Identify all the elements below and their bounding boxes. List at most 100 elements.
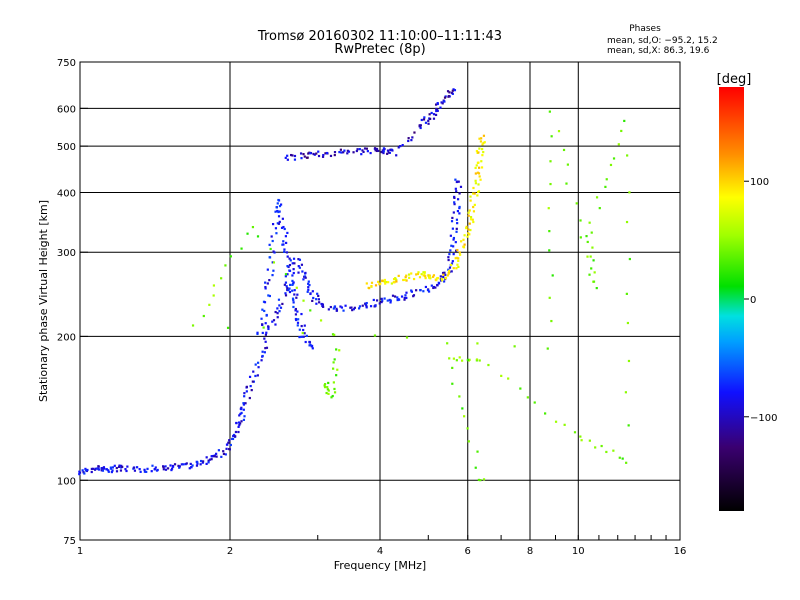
echo-point xyxy=(478,359,481,362)
colorbar-tick-label: 0 xyxy=(750,295,756,306)
echo-point xyxy=(563,423,566,426)
echo-point xyxy=(304,276,307,279)
echo-point xyxy=(326,388,329,391)
echo-point xyxy=(154,466,157,469)
echo-point xyxy=(361,149,364,152)
echo-point xyxy=(423,116,426,119)
echo-point xyxy=(422,271,425,274)
echo-point xyxy=(291,283,294,286)
echo-point xyxy=(361,304,364,307)
echo-point xyxy=(459,253,462,256)
echo-point xyxy=(146,467,149,470)
echo-point xyxy=(448,266,452,269)
x-tick-label: 4 xyxy=(377,546,383,557)
echo-point xyxy=(362,150,365,154)
echo-point xyxy=(467,228,470,231)
echo-point xyxy=(103,467,106,470)
echo-point xyxy=(317,294,320,298)
echo-point xyxy=(477,172,481,175)
echo-point xyxy=(474,179,477,182)
echo-point xyxy=(605,450,608,454)
echo-point xyxy=(333,333,336,336)
echo-point xyxy=(294,309,297,312)
echo-point xyxy=(284,235,287,238)
echo-point xyxy=(336,368,339,371)
echo-point xyxy=(450,244,453,247)
echo-point xyxy=(363,147,367,150)
echo-point xyxy=(475,164,478,167)
echo-point xyxy=(418,124,421,127)
echo-point xyxy=(293,262,296,265)
echo-point xyxy=(217,449,220,452)
echo-point xyxy=(317,154,321,158)
echo-point xyxy=(264,322,267,325)
echo-point xyxy=(286,288,289,292)
echo-point xyxy=(268,294,271,298)
echo-point xyxy=(624,391,628,394)
echo-point xyxy=(457,265,460,268)
echo-point xyxy=(338,151,341,154)
echo-point xyxy=(627,359,631,363)
echo-point xyxy=(238,423,241,427)
echo-point xyxy=(109,466,112,469)
echo-point xyxy=(100,469,103,472)
echo-point xyxy=(321,303,325,307)
echo-point xyxy=(310,344,314,348)
echo-point xyxy=(288,290,292,294)
echo-point xyxy=(267,327,270,331)
echo-point xyxy=(286,231,289,235)
echo-point xyxy=(285,285,288,288)
echo-point xyxy=(322,305,325,308)
echo-point xyxy=(309,152,312,155)
echo-point xyxy=(315,152,318,155)
echo-point xyxy=(266,282,269,285)
echo-point xyxy=(467,211,470,214)
echo-point xyxy=(446,274,449,277)
echo-point xyxy=(390,282,393,285)
echo-point xyxy=(264,333,268,336)
echo-point xyxy=(302,335,305,338)
echo-point xyxy=(208,458,212,461)
echo-point xyxy=(452,245,455,248)
echo-point xyxy=(419,289,422,292)
echo-point xyxy=(513,345,516,348)
echo-point xyxy=(297,318,300,321)
echo-point xyxy=(423,271,426,274)
echo-point xyxy=(448,91,451,94)
echo-point xyxy=(449,249,452,252)
echo-point xyxy=(478,175,481,178)
echo-point xyxy=(460,240,463,243)
echo-point xyxy=(284,275,287,278)
echo-point xyxy=(327,392,330,395)
echo-point xyxy=(125,469,128,473)
echo-point xyxy=(150,470,153,473)
echo-point xyxy=(169,464,172,467)
echo-point xyxy=(333,151,337,154)
echo-point xyxy=(266,268,269,271)
echo-point xyxy=(446,90,450,93)
echo-point xyxy=(268,256,271,259)
echo-point xyxy=(474,466,477,469)
echo-point xyxy=(196,462,199,465)
echo-point xyxy=(222,450,225,453)
echo-point xyxy=(482,141,485,145)
echo-point xyxy=(468,358,471,361)
echo-point xyxy=(303,155,306,158)
echo-point xyxy=(397,274,400,277)
echo-point xyxy=(389,148,392,151)
echo-point xyxy=(308,283,311,287)
echo-point xyxy=(170,468,173,472)
echo-point xyxy=(448,269,451,272)
echo-point xyxy=(296,310,299,313)
echo-point xyxy=(291,274,294,277)
echo-point xyxy=(268,243,271,246)
echo-point xyxy=(182,463,185,466)
echo-point xyxy=(196,461,199,464)
echo-point xyxy=(469,195,472,198)
echo-point xyxy=(248,375,252,378)
echo-point xyxy=(346,149,349,152)
echo-point xyxy=(330,396,333,399)
echo-point xyxy=(443,271,446,274)
echo-point xyxy=(476,194,479,197)
echo-point xyxy=(282,240,285,243)
